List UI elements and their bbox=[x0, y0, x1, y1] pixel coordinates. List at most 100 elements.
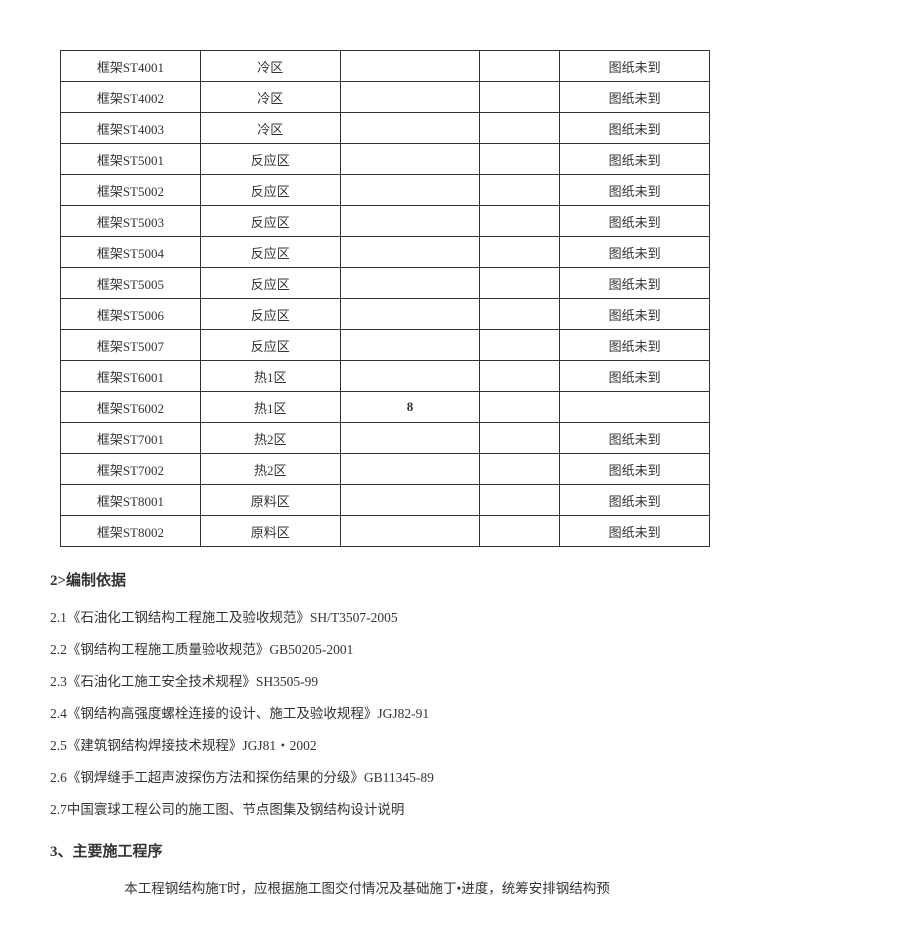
table-cell: 热1区 bbox=[200, 392, 340, 423]
table-cell bbox=[480, 485, 560, 516]
table-cell bbox=[480, 175, 560, 206]
table-cell bbox=[340, 113, 480, 144]
table-cell bbox=[480, 361, 560, 392]
table-cell: 框架ST5007 bbox=[61, 330, 201, 361]
table-cell: 冷区 bbox=[200, 82, 340, 113]
table-cell: 反应区 bbox=[200, 144, 340, 175]
table-cell: 图纸未到 bbox=[560, 268, 710, 299]
table-cell: 框架ST6001 bbox=[61, 361, 201, 392]
table-cell bbox=[340, 206, 480, 237]
table-cell: 图纸未到 bbox=[560, 237, 710, 268]
table-cell: 图纸未到 bbox=[560, 299, 710, 330]
spec-table: 框架ST4001冷区图纸未到框架ST4002冷区图纸未到框架ST4003冷区图纸… bbox=[60, 50, 710, 547]
table-cell: 热2区 bbox=[200, 423, 340, 454]
table-row: 框架ST6001热1区 图纸未到 bbox=[61, 361, 710, 392]
table-cell bbox=[480, 299, 560, 330]
table-cell: 图纸未到 bbox=[560, 113, 710, 144]
table-cell: 图纸未到 bbox=[560, 175, 710, 206]
table-row: 框架ST4002冷区 图纸未到 bbox=[61, 82, 710, 113]
table-cell bbox=[340, 485, 480, 516]
table-cell: 框架ST5002 bbox=[61, 175, 201, 206]
table-cell bbox=[340, 361, 480, 392]
ref-line: 2.1《石油化工钢结构工程施工及验收规范》SH/T3507-2005 bbox=[50, 606, 870, 626]
table-row: 框架ST4001冷区 图纸未到 bbox=[61, 51, 710, 82]
table-cell bbox=[480, 392, 560, 423]
table-cell bbox=[480, 516, 560, 547]
table-cell: 框架ST5005 bbox=[61, 268, 201, 299]
table-row: 框架ST5007反应区 图纸未到 bbox=[61, 330, 710, 361]
table-row: 框架ST5004反应区图纸未到 bbox=[61, 237, 710, 268]
table-cell: 反应区 bbox=[200, 175, 340, 206]
table-cell: 框架ST4002 bbox=[61, 82, 201, 113]
table-cell: 反应区 bbox=[200, 268, 340, 299]
table-cell: 图纸未到 bbox=[560, 361, 710, 392]
table-cell: 反应区 bbox=[200, 206, 340, 237]
ref-line: 2.3《石油化工施工安全技术规程》SH3505-99 bbox=[50, 670, 870, 690]
table-cell bbox=[480, 82, 560, 113]
table-cell: 冷区 bbox=[200, 51, 340, 82]
table-row: 框架ST8001原料区 图纸未到 bbox=[61, 485, 710, 516]
table-cell: 框架ST4003 bbox=[61, 113, 201, 144]
table-cell: 热2区 bbox=[200, 454, 340, 485]
table-cell bbox=[340, 423, 480, 454]
ref-line: 2.5《建筑钢结构焊接技术规程》JGJ81・2002 bbox=[50, 734, 870, 754]
table-row: 框架ST8002原料区 图纸未到 bbox=[61, 516, 710, 547]
table-row: 框架ST5001反应区图纸未到 bbox=[61, 144, 710, 175]
ref-line: 2.7中国寰球工程公司的施工图、节点图集及钢结构设计说明 bbox=[50, 798, 870, 818]
table-cell bbox=[480, 144, 560, 175]
table-cell: 框架ST5003 bbox=[61, 206, 201, 237]
table-cell: 图纸未到 bbox=[560, 485, 710, 516]
table-cell bbox=[340, 516, 480, 547]
table-cell: 热1区 bbox=[200, 361, 340, 392]
table-cell bbox=[480, 51, 560, 82]
table-cell bbox=[340, 175, 480, 206]
table-row: 框架ST5002反应区 图纸未到 bbox=[61, 175, 710, 206]
table-cell: 图纸未到 bbox=[560, 82, 710, 113]
table-cell bbox=[480, 113, 560, 144]
table-cell bbox=[340, 144, 480, 175]
table-cell: 图纸未到 bbox=[560, 330, 710, 361]
table-cell bbox=[340, 237, 480, 268]
table-cell bbox=[480, 423, 560, 454]
table-cell: 原料区 bbox=[200, 485, 340, 516]
table-cell bbox=[480, 268, 560, 299]
table-cell: 框架ST5006 bbox=[61, 299, 201, 330]
table-cell: 反应区 bbox=[200, 237, 340, 268]
table-cell: 图纸未到 bbox=[560, 206, 710, 237]
table-cell: 框架ST6002 bbox=[61, 392, 201, 423]
table-row: 框架ST6002热1区8 bbox=[61, 392, 710, 423]
table-cell: 框架ST7002 bbox=[61, 454, 201, 485]
section2-refs: 2.1《石油化工钢结构工程施工及验收规范》SH/T3507-20052.2《钢结… bbox=[50, 606, 870, 818]
table-cell bbox=[480, 237, 560, 268]
table-row: 框架ST4003冷区图纸未到 bbox=[61, 113, 710, 144]
table-cell bbox=[340, 268, 480, 299]
table-cell: 反应区 bbox=[200, 299, 340, 330]
table-cell: 反应区 bbox=[200, 330, 340, 361]
section3-para: 本工程钢结构施T时，应根据施工图交付情况及基础施丁•进度，统筹安排钢结构预 bbox=[50, 877, 870, 897]
section3-heading: 3、主要施工程序 bbox=[50, 840, 870, 861]
table-cell: 框架ST4001 bbox=[61, 51, 201, 82]
table-cell bbox=[340, 299, 480, 330]
section2-heading: 2>编制依据 bbox=[50, 569, 870, 590]
table-cell: 图纸未到 bbox=[560, 423, 710, 454]
table-cell bbox=[560, 392, 710, 423]
table-cell: 框架ST7001 bbox=[61, 423, 201, 454]
table-cell: 框架ST8001 bbox=[61, 485, 201, 516]
table-row: 框架ST5006反应区 图纸未到 bbox=[61, 299, 710, 330]
table-cell: 框架ST8002 bbox=[61, 516, 201, 547]
table-cell: 图纸未到 bbox=[560, 516, 710, 547]
table-row: 框架ST5003反应区 图纸未到 bbox=[61, 206, 710, 237]
ref-line: 2.4《钢结构高强度螺栓连接的设计、施工及验收规程》JGJ82-91 bbox=[50, 702, 870, 722]
table-cell: 图纸未到 bbox=[560, 51, 710, 82]
table-row: 框架ST7002热2区图纸未到 bbox=[61, 454, 710, 485]
table-cell bbox=[480, 206, 560, 237]
table-cell bbox=[340, 82, 480, 113]
table-cell bbox=[480, 330, 560, 361]
table-cell: 原料区 bbox=[200, 516, 340, 547]
table-cell bbox=[340, 51, 480, 82]
table-cell bbox=[480, 454, 560, 485]
table-row: 框架ST5005反应区 图纸未到 bbox=[61, 268, 710, 299]
table-cell: 8 bbox=[340, 392, 480, 423]
table-cell bbox=[340, 454, 480, 485]
table-row: 框架ST7001热2区 图纸未到 bbox=[61, 423, 710, 454]
